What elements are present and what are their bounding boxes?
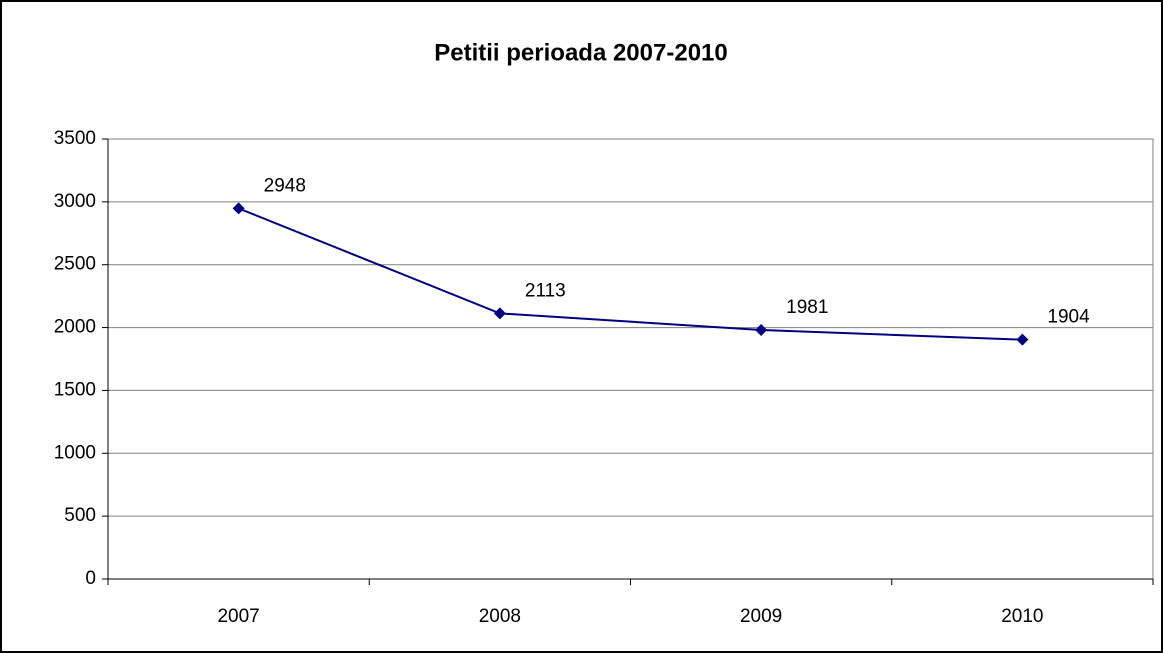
x-tick-label: 2008 [479, 606, 521, 627]
y-tick-label: 500 [64, 505, 96, 526]
data-marker [755, 323, 768, 336]
data-marker [232, 202, 245, 215]
x-tick-label: 2009 [740, 606, 782, 627]
y-tick-label: 0 [85, 568, 96, 589]
y-tick-label: 3000 [54, 191, 96, 212]
y-tick-label: 3500 [54, 128, 96, 149]
x-tick-label: 2007 [217, 606, 259, 627]
data-label: 1981 [786, 297, 828, 318]
y-tick-label: 1000 [54, 442, 96, 463]
y-tick-label: 2500 [54, 254, 96, 275]
y-tick-label: 1500 [54, 379, 96, 400]
data-label: 2113 [525, 280, 566, 301]
plot-area [107, 138, 1154, 580]
data-label: 1904 [1047, 307, 1090, 328]
data-marker [1016, 333, 1029, 346]
chart-title: Petitii perioada 2007-2010 [434, 39, 727, 66]
y-tick-label: 2000 [54, 317, 96, 338]
data-label: 2948 [264, 175, 306, 196]
x-tick-label: 2010 [1001, 606, 1043, 627]
data-marker [493, 307, 506, 320]
data-line [238, 207, 1023, 341]
